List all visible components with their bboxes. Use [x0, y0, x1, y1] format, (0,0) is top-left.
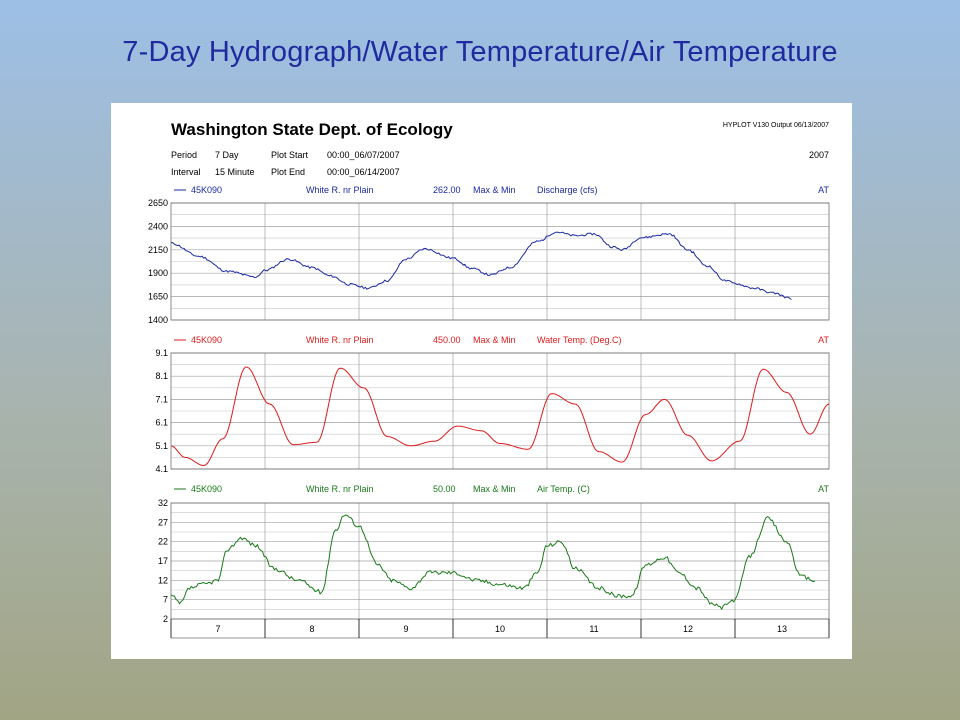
code-label: 50.00: [433, 484, 456, 494]
x-tick-label: 11: [589, 624, 598, 634]
y-tick-label: 9.1: [155, 348, 168, 358]
y-tick-label: 1400: [148, 315, 168, 325]
plot-frame: [170, 202, 830, 321]
plot-frame: [170, 502, 830, 620]
y-tick-label: 2400: [148, 221, 168, 231]
plot-frame: [170, 352, 830, 470]
y-tick-label: 27: [158, 517, 168, 527]
parameter-label: Water Temp. (Deg.C): [537, 335, 622, 345]
y-tick-label: 2150: [148, 245, 168, 255]
series-line-discharge: [170, 231, 792, 300]
period-label: Period: [171, 150, 197, 160]
y-tick-label: 8.1: [155, 371, 168, 381]
y-tick-label: 1650: [148, 292, 168, 302]
station-label: White R. nr Plain: [306, 185, 374, 195]
code-label: 262.00: [433, 185, 461, 195]
x-tick-label: 10: [495, 624, 505, 634]
site-label: 45K090: [191, 335, 222, 345]
year-label: 2007: [809, 150, 829, 160]
site-label: 45K090: [191, 185, 222, 195]
y-tick-label: 7.1: [155, 394, 168, 404]
period-value: 7 Day: [215, 150, 239, 160]
plot-end-value: 00:00_06/14/2007: [327, 167, 400, 177]
series-line-air: [170, 514, 816, 611]
plot-end-label: Plot End: [271, 167, 305, 177]
version-label: HYPLOT V130 Output 06/13/2007: [723, 122, 829, 129]
flag-label: AT: [818, 185, 829, 195]
y-tick-label: 32: [158, 498, 168, 508]
parameter-label: Air Temp. (C): [537, 484, 590, 494]
y-tick-label: 1900: [148, 268, 168, 278]
chart-panel-air: 45K090 White R. nr Plain 50.00 Max & Min Air…: [158, 484, 830, 624]
code-label: 450.00: [433, 335, 461, 345]
parameter-label: Discharge (cfs): [537, 185, 598, 195]
y-tick-label: 4.1: [155, 464, 168, 474]
flag-label: AT: [818, 335, 829, 345]
x-tick-label: 8: [309, 624, 314, 634]
site-label: 45K090: [191, 484, 222, 494]
y-tick-label: 17: [158, 556, 168, 566]
agency-title: Washington State Dept. of Ecology: [171, 120, 453, 139]
series-line-water: [170, 366, 830, 467]
y-tick-label: 22: [158, 537, 168, 547]
flag-label: AT: [818, 484, 829, 494]
x-axis: 7 8 9 10 11 12 13: [170, 619, 830, 639]
x-tick-label: 12: [683, 624, 693, 634]
plot-start-value: 00:00_06/07/2007: [327, 150, 400, 160]
y-tick-label: 2: [163, 614, 168, 624]
y-tick-label: 6.1: [155, 418, 168, 428]
y-tick-label: 5.1: [155, 441, 168, 451]
y-tick-label: 2650: [148, 198, 168, 208]
slide-title: 7-Day Hydrograph/Water Temperature/Air T…: [122, 36, 838, 68]
chart-panels: 45K090 White R. nr Plain 262.00 Max & Min Di…: [148, 185, 830, 624]
interval-label: Interval: [171, 167, 201, 177]
chart-panel-discharge: 45K090 White R. nr Plain 262.00 Max & Min Di…: [148, 185, 830, 325]
stat-label: Max & Min: [473, 185, 516, 195]
x-tick-label: 7: [215, 624, 220, 634]
hydrograph-chart: Washington State Dept. of Ecology HYPLOT…: [148, 120, 830, 639]
chart-panel: Washington State Dept. of Ecology HYPLOT…: [111, 103, 852, 659]
x-tick-label: 9: [403, 624, 408, 634]
interval-value: 15 Minute: [215, 167, 255, 177]
y-tick-label: 12: [158, 575, 168, 585]
y-tick-label: 7: [163, 595, 168, 605]
station-label: White R. nr Plain: [306, 335, 374, 345]
station-label: White R. nr Plain: [306, 484, 374, 494]
stat-label: Max & Min: [473, 335, 516, 345]
stat-label: Max & Min: [473, 484, 516, 494]
plot-start-label: Plot Start: [271, 150, 309, 160]
chart-panel-water: 45K090 White R. nr Plain 450.00 Max & Min Wa…: [155, 335, 829, 474]
x-tick-label: 13: [777, 624, 787, 634]
